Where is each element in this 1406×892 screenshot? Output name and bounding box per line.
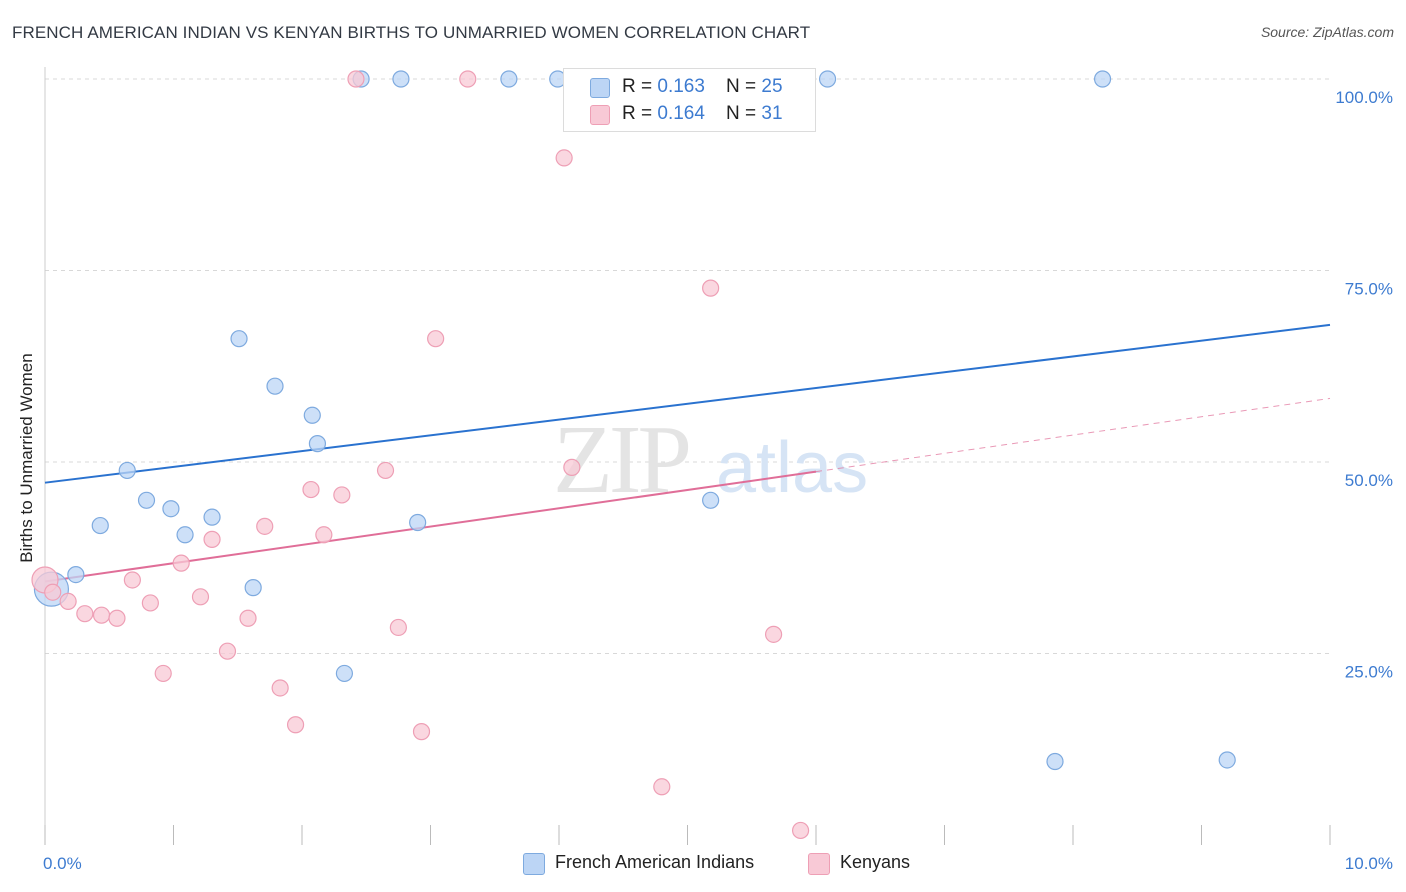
data-point-pink	[459, 70, 477, 88]
data-point-pink	[563, 458, 581, 476]
n-label: N =	[726, 103, 762, 124]
data-point-blue	[91, 516, 109, 535]
r-value: 0.164	[657, 103, 705, 124]
data-point-pink	[191, 588, 210, 606]
data-point-pink	[427, 330, 445, 348]
trend-line-extension-pink	[815, 397, 1331, 473]
data-point-blue	[203, 508, 221, 526]
tick-labels: 25.0% 50.0% 75.0% 100.0% 0.0% 10.0%	[43, 88, 1393, 873]
data-point-pink	[172, 554, 190, 572]
data-points	[31, 70, 1236, 840]
data-point-blue	[1218, 751, 1236, 769]
data-point-blue	[303, 406, 321, 424]
data-point-blue	[230, 330, 248, 348]
r-label: R =	[622, 76, 658, 97]
data-point-blue	[702, 491, 720, 509]
y-tick-label: 50.0%	[1345, 471, 1393, 490]
data-point-pink	[59, 592, 77, 611]
data-point-pink	[44, 583, 62, 601]
data-point-pink	[389, 618, 407, 637]
data-point-pink	[141, 594, 159, 612]
data-point-pink	[271, 679, 289, 697]
stats-legend: R = 0.163 N = 25 R = 0.164 N = 31	[563, 68, 816, 132]
data-point-blue	[335, 664, 354, 683]
watermark-atlas: atlas	[716, 428, 868, 508]
data-point-pink	[791, 821, 810, 840]
y-tick-label: 25.0%	[1345, 663, 1393, 682]
chart-title: FRENCH AMERICAN INDIAN VS KENYAN BIRTHS …	[12, 23, 811, 42]
n-label: N =	[726, 76, 762, 97]
data-point-blue	[137, 491, 156, 509]
series-legend: French American Indians Kenyans	[0, 850, 1406, 880]
data-point-blue	[1046, 752, 1064, 771]
stats-legend-text: R = 0.164 N = 31	[622, 103, 783, 125]
data-point-pink	[76, 605, 94, 623]
r-label: R =	[622, 103, 658, 124]
data-point-pink	[286, 716, 305, 734]
gridlines	[45, 78, 1330, 654]
stats-legend-text: R = 0.163 N = 25	[622, 76, 783, 98]
legend-swatch-pink	[590, 105, 610, 125]
trend-line-pink	[44, 470, 817, 583]
data-point-blue	[118, 461, 136, 480]
legend-label: Kenyans	[840, 852, 911, 872]
y-tick-label: 100.0%	[1335, 88, 1393, 107]
data-point-blue	[392, 70, 410, 88]
data-point-blue	[1093, 70, 1112, 88]
data-point-pink	[376, 461, 395, 480]
data-point-pink	[256, 517, 274, 535]
legend-swatch-pink	[808, 853, 830, 875]
n-value: 25	[761, 76, 783, 97]
data-point-blue	[67, 566, 85, 584]
trend-line-blue	[44, 323, 1331, 484]
axes	[44, 67, 1331, 845]
data-point-pink	[702, 279, 720, 297]
source-credit: Source: ZipAtlas.com	[1260, 24, 1394, 40]
r-value: 0.163	[657, 76, 705, 97]
data-point-blue	[176, 526, 194, 544]
x-tick-label: 10.0%	[1345, 854, 1393, 873]
data-point-pink	[108, 609, 126, 627]
data-point-pink	[302, 480, 320, 499]
y-tick-label: 75.0%	[1345, 280, 1393, 299]
data-point-pink	[92, 606, 111, 624]
data-point-pink	[764, 625, 783, 643]
data-point-blue	[162, 500, 180, 518]
data-point-pink	[154, 664, 172, 683]
x-tick-label: 0.0%	[43, 854, 82, 873]
legend-label: French American Indians	[555, 852, 755, 872]
legend-swatch-blue	[590, 78, 610, 98]
data-point-blue	[500, 70, 518, 88]
data-point-pink	[333, 486, 351, 504]
data-point-pink	[203, 530, 221, 548]
n-value: 31	[761, 103, 783, 124]
data-point-blue	[409, 513, 427, 532]
data-point-pink	[123, 571, 141, 589]
data-point-blue	[266, 377, 284, 395]
data-point-pink	[555, 149, 573, 167]
data-point-blue	[308, 435, 327, 453]
data-point-blue	[818, 70, 837, 88]
data-point-pink	[347, 70, 365, 88]
data-point-blue	[244, 579, 262, 597]
data-point-pink	[315, 526, 333, 544]
data-point-pink	[239, 609, 257, 627]
data-point-pink	[653, 778, 671, 796]
data-point-pink	[412, 723, 431, 741]
data-point-pink	[218, 642, 237, 660]
legend-swatch-blue	[523, 853, 545, 875]
